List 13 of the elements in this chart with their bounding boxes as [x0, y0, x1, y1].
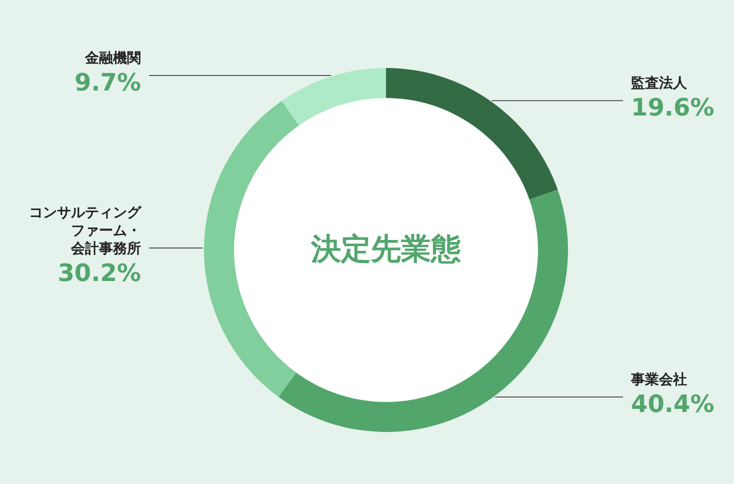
slice-label: 監査法人	[631, 76, 688, 92]
donut-slice	[282, 68, 386, 126]
donut-slice	[204, 100, 299, 397]
text: 決定先業態	[310, 232, 461, 267]
data-label: 19.6%	[631, 94, 714, 122]
slice-label: 金融機関	[84, 50, 141, 66]
slice-label: コンサルティングファーム・会計事務所	[29, 204, 142, 257]
donut-slice	[386, 68, 558, 200]
data-label: 40.4%	[631, 390, 714, 418]
donut-slice	[278, 190, 568, 432]
slice-label: 事業会社	[630, 372, 687, 388]
data-label: 9.7%	[74, 68, 141, 96]
data-label: 30.2%	[58, 258, 141, 287]
